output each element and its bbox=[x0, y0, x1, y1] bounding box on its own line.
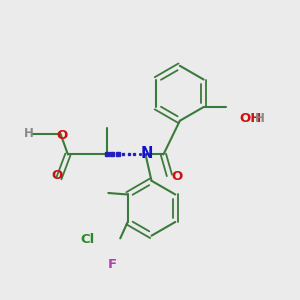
Text: O: O bbox=[52, 169, 63, 182]
Text: F: F bbox=[108, 259, 117, 272]
Text: H: H bbox=[254, 112, 264, 125]
Text: O: O bbox=[171, 170, 182, 183]
Text: OH: OH bbox=[240, 112, 262, 125]
Text: N: N bbox=[141, 146, 153, 161]
Text: O: O bbox=[56, 129, 68, 142]
Text: H: H bbox=[24, 127, 34, 140]
Text: Cl: Cl bbox=[80, 233, 94, 246]
